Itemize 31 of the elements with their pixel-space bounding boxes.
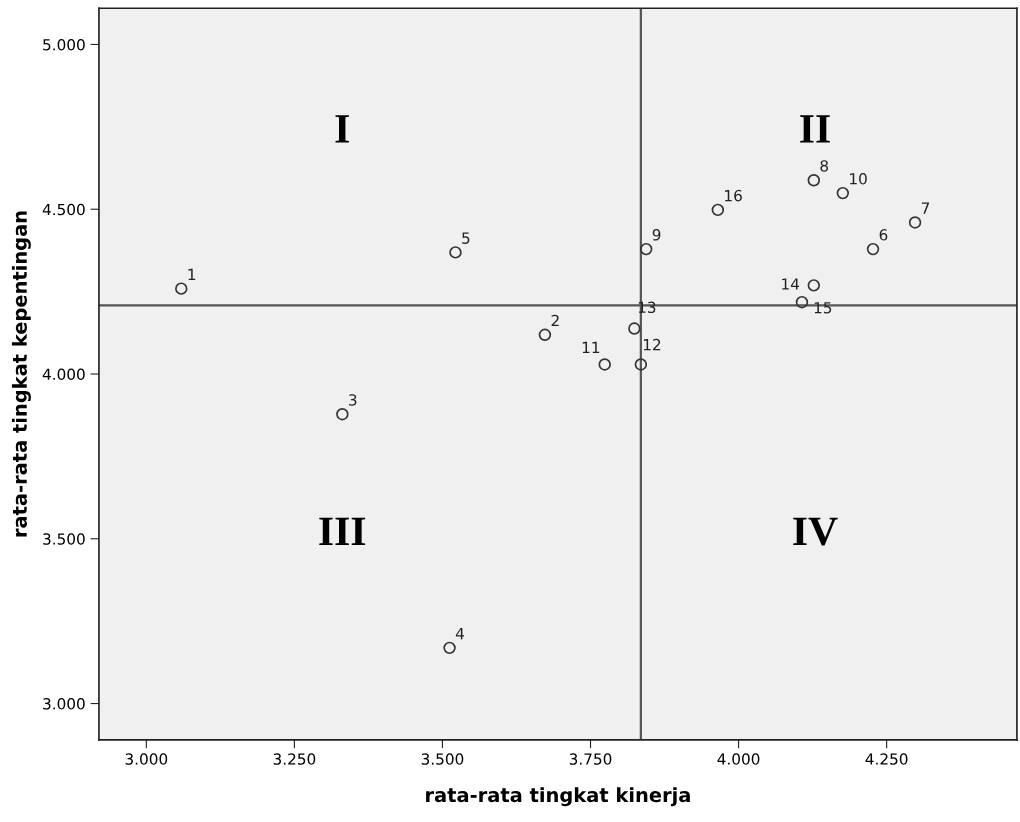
annotation: 6: [879, 229, 888, 241]
x-axis-title: rata-rata tingkat kinerja: [426, 787, 690, 807]
annotation: IV: [793, 517, 838, 546]
annotation: 16: [725, 189, 742, 202]
annotation: 7: [921, 202, 930, 214]
annotation: III: [319, 517, 366, 545]
x-tick-label: 3.500: [421, 753, 464, 765]
x-tick-label: 3.000: [125, 753, 168, 765]
annotation: 3: [349, 394, 357, 406]
annotation: 11: [582, 341, 600, 353]
annotation: 12: [643, 338, 661, 351]
y-tick-label: 3.500: [43, 533, 85, 545]
y-tick-label: 4.000: [42, 368, 85, 381]
y-tick-label: 3.000: [43, 698, 85, 710]
annotation: 4: [455, 627, 464, 640]
annotation: 9: [652, 229, 661, 241]
annotation: 14: [782, 278, 800, 290]
y-axis-title: rata-rata tingkat kepentingan: [11, 211, 31, 537]
annotation: 5: [462, 232, 470, 244]
annotation: I: [335, 115, 349, 143]
annotation: II: [800, 115, 830, 143]
x-tick-label: 4.250: [865, 753, 908, 765]
x-tick-label: 3.750: [569, 753, 612, 765]
y-tick-label: 5.000: [43, 38, 85, 51]
y-tick-label: 4.500: [42, 203, 85, 216]
x-tick-label: 4.000: [717, 753, 760, 765]
annotation: 2: [551, 314, 559, 327]
x-tick-label: 3.250: [273, 753, 316, 765]
annotation: 1: [188, 268, 196, 280]
annotation: 10: [850, 173, 867, 185]
annotation: 8: [820, 160, 829, 172]
